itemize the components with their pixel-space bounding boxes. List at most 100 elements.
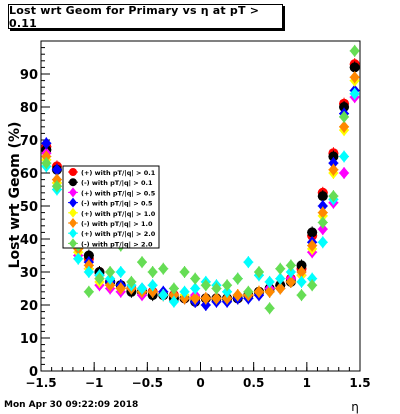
- data-point: [168, 289, 179, 302]
- data-point: [275, 262, 286, 275]
- data-point: [232, 289, 243, 302]
- legend-swatch: [69, 187, 77, 198]
- legend: (+) with pT/|q| > 0.1(-) with pT/|q| > 0…: [62, 165, 160, 249]
- data-point: [328, 151, 339, 162]
- data-point: [51, 180, 62, 193]
- axes: −1.5 −1 −0.5 0 0.5 1 1.5 0 10 20 30 40 50 60 70 80 90: [20, 40, 371, 390]
- data-point: [105, 266, 116, 278]
- data-point: [190, 272, 201, 285]
- legend-entry: (-) with pT/|q| > 2.0: [81, 240, 153, 249]
- data-point: [243, 285, 254, 298]
- data-point: [339, 120, 350, 133]
- y-tick-label: 90: [20, 68, 38, 83]
- data-point: [349, 62, 360, 73]
- data-point: [105, 272, 116, 285]
- data-point: [179, 292, 190, 305]
- data-point: [232, 272, 243, 285]
- x-tick-label: 0.5: [243, 376, 264, 390]
- legend-swatch: [69, 238, 77, 249]
- data-point: [307, 279, 318, 292]
- legend-entry: (-) with pT/|q| > 0.5: [81, 200, 153, 209]
- data-point: [264, 275, 275, 288]
- legend-entry: (-) with pT/|q| > 1.0: [81, 220, 153, 229]
- y-tick-label: 60: [20, 167, 38, 182]
- y-tick-label: 40: [20, 233, 38, 248]
- legend-entry: (-) with pT/|q| > 0.1: [81, 179, 153, 188]
- data-point: [285, 266, 296, 278]
- data-point: [222, 292, 233, 305]
- legend-swatch: [69, 228, 77, 239]
- data-point: [296, 275, 307, 288]
- data-point: [83, 250, 94, 261]
- data-point: [222, 279, 233, 292]
- data-point: [190, 292, 201, 305]
- y-tick-label: 70: [20, 134, 38, 149]
- data-point: [275, 272, 286, 285]
- data-point: [349, 87, 360, 100]
- y-tick-label: 20: [20, 299, 38, 314]
- chart-title: Lost wrt Geom for Primary vs η at pT > 0…: [9, 3, 260, 30]
- data-point: [339, 102, 350, 112]
- legend-swatch: [69, 207, 77, 218]
- legend-entry: (+) with pT/|q| > 0.5: [81, 189, 156, 198]
- data-point: [41, 157, 52, 170]
- data-point: [73, 252, 84, 265]
- legend-swatch: [69, 218, 77, 228]
- data-point: [168, 295, 179, 308]
- x-tick-label: 1: [303, 376, 311, 390]
- data-point: [328, 163, 339, 176]
- data-point: [349, 71, 360, 84]
- legend-swatch: [69, 178, 77, 187]
- data-point: [147, 266, 158, 278]
- data-point: [253, 285, 264, 298]
- data-point: [179, 266, 190, 278]
- data-point: [147, 285, 158, 298]
- data-point: [264, 302, 275, 315]
- data-point: [137, 282, 148, 295]
- data-point: [115, 282, 126, 295]
- data-point: [147, 279, 158, 292]
- data-point: [339, 150, 350, 163]
- data-point: [285, 275, 296, 288]
- data-point: [126, 275, 137, 288]
- data-point: [51, 173, 62, 186]
- legend-box: [62, 165, 160, 249]
- data-point: [211, 292, 222, 305]
- x-tick-label: −1.5: [25, 376, 56, 390]
- y-tick-label: 50: [20, 200, 38, 215]
- x-tick-label: 1.5: [349, 376, 370, 390]
- data-point: [211, 282, 222, 295]
- data-point: [296, 289, 307, 302]
- chart-title-box: Lost wrt Geom for Primary vs η at pT > 0…: [8, 3, 283, 30]
- data-point: [41, 137, 52, 150]
- y-axis-label: Lost wrt Geom (%): [7, 122, 23, 269]
- data-point: [94, 272, 105, 285]
- data-point: [317, 200, 328, 212]
- data-point: [137, 256, 148, 269]
- data-point: [115, 266, 126, 278]
- data-point: [317, 191, 328, 202]
- data-point: [83, 259, 94, 272]
- data-point: [158, 262, 169, 275]
- x-axis-label: η: [351, 400, 359, 414]
- data-point: [190, 282, 201, 295]
- data-point: [307, 272, 318, 285]
- data-point: [158, 289, 169, 302]
- data-point: [51, 163, 62, 176]
- y-tick-label: 80: [20, 101, 38, 116]
- data-point: [349, 44, 360, 57]
- x-tick-label: −1: [85, 376, 103, 390]
- x-tick-label: 0: [196, 376, 204, 390]
- legend-swatch: [69, 168, 77, 176]
- x-tick-label: −0.5: [132, 376, 163, 390]
- data-point: [83, 285, 94, 298]
- data-point: [275, 282, 286, 295]
- data-point: [317, 206, 328, 219]
- data-point: [307, 239, 318, 252]
- data-point: [200, 292, 211, 305]
- data-point: [339, 167, 350, 179]
- data-point: [328, 190, 339, 203]
- data-point: [179, 285, 190, 298]
- series-8: [41, 44, 360, 315]
